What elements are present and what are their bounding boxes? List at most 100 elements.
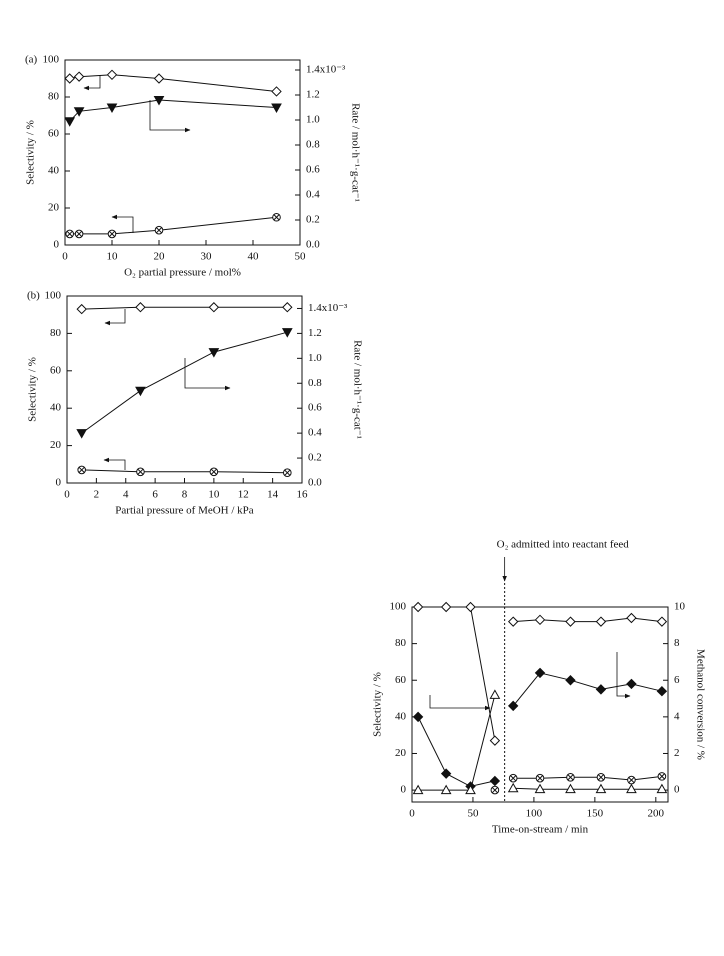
data-point	[283, 468, 292, 478]
data-point	[153, 73, 165, 84]
x-axis-label: Time-on-stream / min	[492, 824, 589, 836]
y-tick-label: 60	[50, 364, 62, 376]
marker-shape	[412, 784, 424, 795]
data-point	[595, 684, 607, 695]
series-line	[417, 672, 663, 787]
y-tick-label: 100	[43, 54, 60, 66]
marker-shape	[565, 783, 576, 794]
data-point	[626, 612, 637, 624]
y2-tick-label: 0.6	[306, 164, 320, 176]
marker-shape	[271, 103, 282, 114]
data-point	[208, 302, 220, 313]
marker-shape	[281, 328, 293, 338]
y2-tick-label: 4	[674, 710, 680, 722]
pointer-arrow	[104, 309, 126, 326]
x-tick-label: 20	[154, 251, 166, 263]
data-point	[136, 467, 145, 477]
marker-shape	[412, 601, 424, 613]
data-point	[209, 467, 219, 477]
marker-shape	[465, 784, 476, 795]
marker-shape	[135, 302, 146, 313]
pointer-arrow	[149, 100, 191, 133]
data-point	[64, 73, 75, 84]
y2-tick-label: 1.2	[306, 89, 320, 101]
y2-tick-label: 1.0	[306, 114, 320, 126]
panel-label: (b)	[27, 290, 40, 302]
marker-shape	[282, 302, 293, 313]
data-point	[412, 601, 424, 613]
x-tick-label: 0	[409, 808, 415, 820]
pointer-arrow	[83, 75, 101, 91]
data-point	[76, 303, 87, 315]
marker-shape	[489, 775, 501, 787]
marker-shape	[76, 429, 88, 439]
data-point	[271, 103, 282, 114]
y2-tick-label: 0.0	[306, 239, 320, 251]
y-tick-label: 60	[395, 674, 407, 686]
data-point	[508, 773, 518, 783]
data-point	[656, 783, 668, 794]
data-point	[596, 772, 606, 782]
data-point	[507, 700, 519, 712]
marker-shape	[66, 230, 73, 237]
marker-shape	[595, 616, 607, 627]
marker-shape	[440, 784, 452, 795]
y2-tick-label: 0.8	[306, 139, 320, 151]
data-point	[626, 783, 637, 794]
y-tick-label: 80	[50, 327, 62, 339]
marker-shape	[153, 96, 165, 106]
data-point	[412, 784, 424, 795]
data-point	[595, 783, 607, 794]
data-point	[489, 735, 501, 746]
panel-label: (a)	[25, 54, 38, 66]
data-point	[135, 386, 146, 397]
data-point	[412, 711, 424, 723]
marker-shape	[534, 783, 546, 794]
pointer-arrow	[184, 358, 231, 391]
marker-shape	[489, 689, 501, 699]
y2-tick-label: 0.4	[308, 427, 322, 439]
y-tick-label: 0	[401, 784, 407, 796]
marker-shape	[76, 303, 87, 315]
data-point	[565, 616, 576, 627]
series-line	[81, 469, 288, 474]
x-tick-label: 10	[208, 489, 220, 501]
data-point	[272, 212, 281, 222]
y2-tick-label: 0.2	[308, 452, 322, 464]
x-tick-label: 8	[182, 489, 188, 501]
data-point	[595, 616, 607, 627]
x-tick-label: 100	[526, 808, 543, 820]
y2-axis-label: Rate / mol·h⁻¹·g-cat⁻¹	[351, 340, 363, 439]
y2-tick-label: 1.2	[308, 327, 322, 339]
marker-shape	[656, 686, 668, 697]
marker-shape	[507, 700, 519, 712]
y2-tick-label: 6	[674, 674, 680, 686]
series-line	[69, 74, 277, 92]
marker-shape	[271, 86, 282, 97]
y2-tick-label: 0.4	[306, 189, 320, 201]
y-tick-label: 80	[395, 637, 407, 649]
data-point	[656, 616, 668, 627]
marker-shape	[567, 774, 574, 781]
data-point	[465, 601, 476, 613]
x-tick-label: 50	[467, 808, 479, 820]
plot-frame	[66, 295, 303, 484]
x-tick-label: 4	[123, 489, 129, 501]
data-point	[507, 616, 519, 627]
y2-tick-label: 0.8	[308, 377, 322, 389]
data-point	[440, 601, 452, 613]
y-axis-label: Selectivity / %	[372, 672, 384, 737]
y-tick-label: 20	[50, 439, 62, 451]
data-point	[153, 96, 165, 106]
y-tick-label: 40	[395, 710, 407, 722]
marker-shape	[507, 616, 519, 627]
series-line	[418, 694, 662, 791]
marker-shape	[273, 214, 280, 221]
marker-shape	[628, 777, 635, 783]
data-point	[507, 782, 519, 793]
marker-shape	[440, 601, 452, 613]
data-point	[281, 328, 293, 338]
marker-shape	[537, 775, 543, 782]
data-point	[282, 302, 293, 313]
